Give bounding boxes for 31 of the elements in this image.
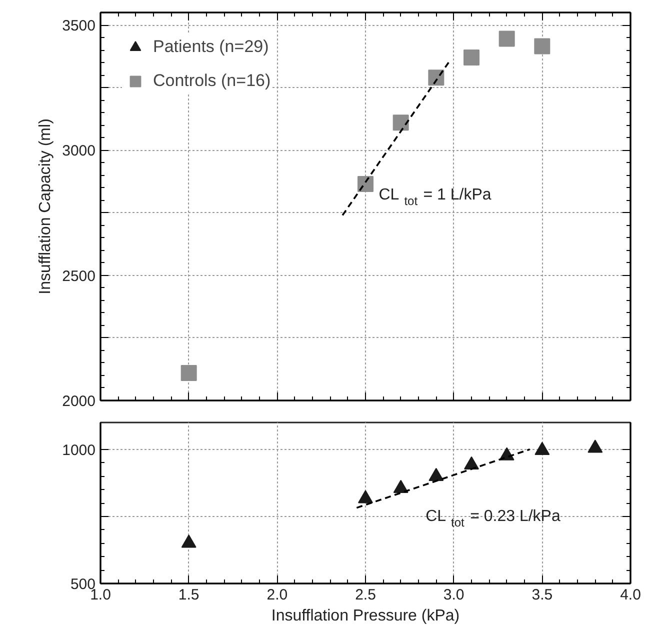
y-axis-title: Insufflation Capacity (ml) <box>37 118 54 294</box>
y-tick-label: 3500 <box>62 18 96 35</box>
annotation: CL tot = 0.23 L/kPa <box>426 508 560 530</box>
point <box>393 480 408 494</box>
y-tick-label: 2000 <box>62 393 96 410</box>
x-tick-label: 3.5 <box>532 586 553 604</box>
x-tick-label: 2.0 <box>266 586 288 604</box>
point <box>588 440 603 453</box>
legend-label: Patients (n=29) <box>153 37 269 57</box>
x-tick-label: 1.5 <box>178 586 200 604</box>
point <box>358 176 374 192</box>
point <box>464 456 479 470</box>
point <box>180 364 197 381</box>
y-tick-label: 3000 <box>62 142 96 160</box>
point <box>428 70 444 86</box>
point <box>392 114 409 131</box>
x-tick-label: 4.0 <box>620 586 641 604</box>
point <box>181 534 196 548</box>
x-tick-label: 2.5 <box>355 586 376 604</box>
legend-label: Controls (n=16) <box>153 71 271 91</box>
point <box>498 30 515 47</box>
point <box>534 442 550 455</box>
annotation: CL tot = 1 L/kPa <box>378 186 492 208</box>
point <box>358 490 373 504</box>
y-tick-label: 2500 <box>62 268 96 285</box>
x-axis-title: Insufflation Pressure (kPa) <box>271 608 460 624</box>
point <box>428 468 444 481</box>
point <box>534 38 550 54</box>
x-tick-label: 3.0 <box>443 586 464 604</box>
point <box>464 50 480 66</box>
y-tick-label: 1000 <box>62 442 96 459</box>
